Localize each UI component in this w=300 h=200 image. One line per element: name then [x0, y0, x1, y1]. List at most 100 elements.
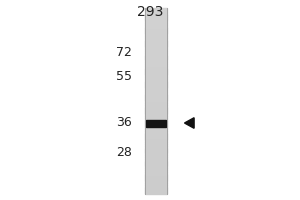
Bar [145, 118, 167, 120]
Bar [145, 66, 167, 68]
Bar [145, 82, 167, 85]
Bar [145, 177, 167, 180]
Bar [145, 188, 167, 191]
Bar [145, 86, 167, 88]
Bar [145, 17, 167, 20]
Bar [145, 81, 167, 83]
Bar [145, 19, 167, 21]
Bar [145, 53, 167, 55]
Bar [145, 68, 167, 70]
Bar [145, 49, 167, 51]
Bar [145, 166, 167, 168]
Bar [145, 90, 167, 92]
Bar [146, 119, 166, 127]
Bar [145, 88, 167, 90]
Bar [145, 32, 167, 34]
Bar [145, 41, 167, 44]
Bar [145, 10, 167, 12]
Text: 55: 55 [116, 70, 132, 82]
Text: 36: 36 [116, 116, 132, 130]
Bar [145, 185, 167, 187]
Bar [145, 162, 167, 165]
Bar [145, 170, 167, 172]
Bar [145, 60, 167, 62]
Bar [145, 34, 167, 36]
Bar [145, 136, 167, 139]
Bar [145, 99, 167, 101]
Bar [145, 179, 167, 181]
Bar [145, 112, 167, 114]
Bar [145, 15, 167, 18]
Bar [145, 127, 167, 129]
Bar [145, 181, 167, 183]
Bar [145, 36, 167, 38]
Bar [145, 25, 167, 27]
Bar [145, 105, 167, 107]
Bar [145, 121, 167, 124]
Bar [145, 73, 167, 75]
Bar [145, 187, 167, 189]
Bar [145, 92, 167, 94]
Bar [145, 148, 167, 150]
Bar [145, 95, 167, 98]
Bar [145, 144, 167, 146]
Bar [145, 43, 167, 46]
Bar [145, 157, 167, 159]
Bar [145, 192, 167, 194]
Bar [145, 79, 167, 81]
Bar [145, 84, 167, 87]
Bar [145, 125, 167, 127]
Bar [145, 14, 167, 16]
Bar [145, 120, 167, 122]
Bar [145, 138, 167, 140]
Bar [145, 47, 167, 49]
Bar [145, 131, 167, 133]
Bar [145, 159, 167, 161]
Bar [145, 71, 167, 73]
Bar [145, 172, 167, 174]
Bar [145, 140, 167, 142]
Bar [145, 146, 167, 148]
Polygon shape [184, 118, 194, 128]
Bar [145, 183, 167, 185]
Bar [145, 168, 167, 170]
Bar [145, 134, 167, 137]
Bar [145, 164, 167, 166]
Bar [145, 142, 167, 144]
Bar [145, 190, 167, 193]
Bar [145, 155, 167, 157]
Bar [145, 64, 167, 66]
Bar [145, 38, 167, 40]
Bar [145, 149, 167, 152]
Bar [145, 40, 167, 42]
Bar [145, 54, 167, 57]
Bar [145, 129, 167, 131]
Bar [145, 161, 167, 163]
Bar [145, 51, 167, 53]
Bar [145, 174, 167, 176]
Bar [145, 110, 167, 113]
Bar [145, 21, 167, 23]
Bar [145, 116, 167, 118]
Bar [145, 103, 167, 105]
Bar [145, 101, 167, 103]
Bar [145, 56, 167, 59]
Bar [145, 75, 167, 77]
Bar [145, 77, 167, 79]
Bar [145, 114, 167, 116]
Text: 72: 72 [116, 46, 132, 60]
Bar [145, 151, 167, 153]
Bar [145, 107, 167, 109]
Bar [145, 62, 167, 64]
Bar [145, 97, 167, 100]
Text: 28: 28 [116, 146, 132, 158]
Bar [145, 133, 167, 135]
Bar [145, 30, 167, 33]
Bar [145, 123, 167, 126]
Bar [145, 23, 167, 25]
Bar [145, 108, 167, 111]
Bar [145, 175, 167, 178]
Bar [145, 94, 167, 96]
Bar [145, 27, 167, 29]
Bar [145, 45, 167, 47]
